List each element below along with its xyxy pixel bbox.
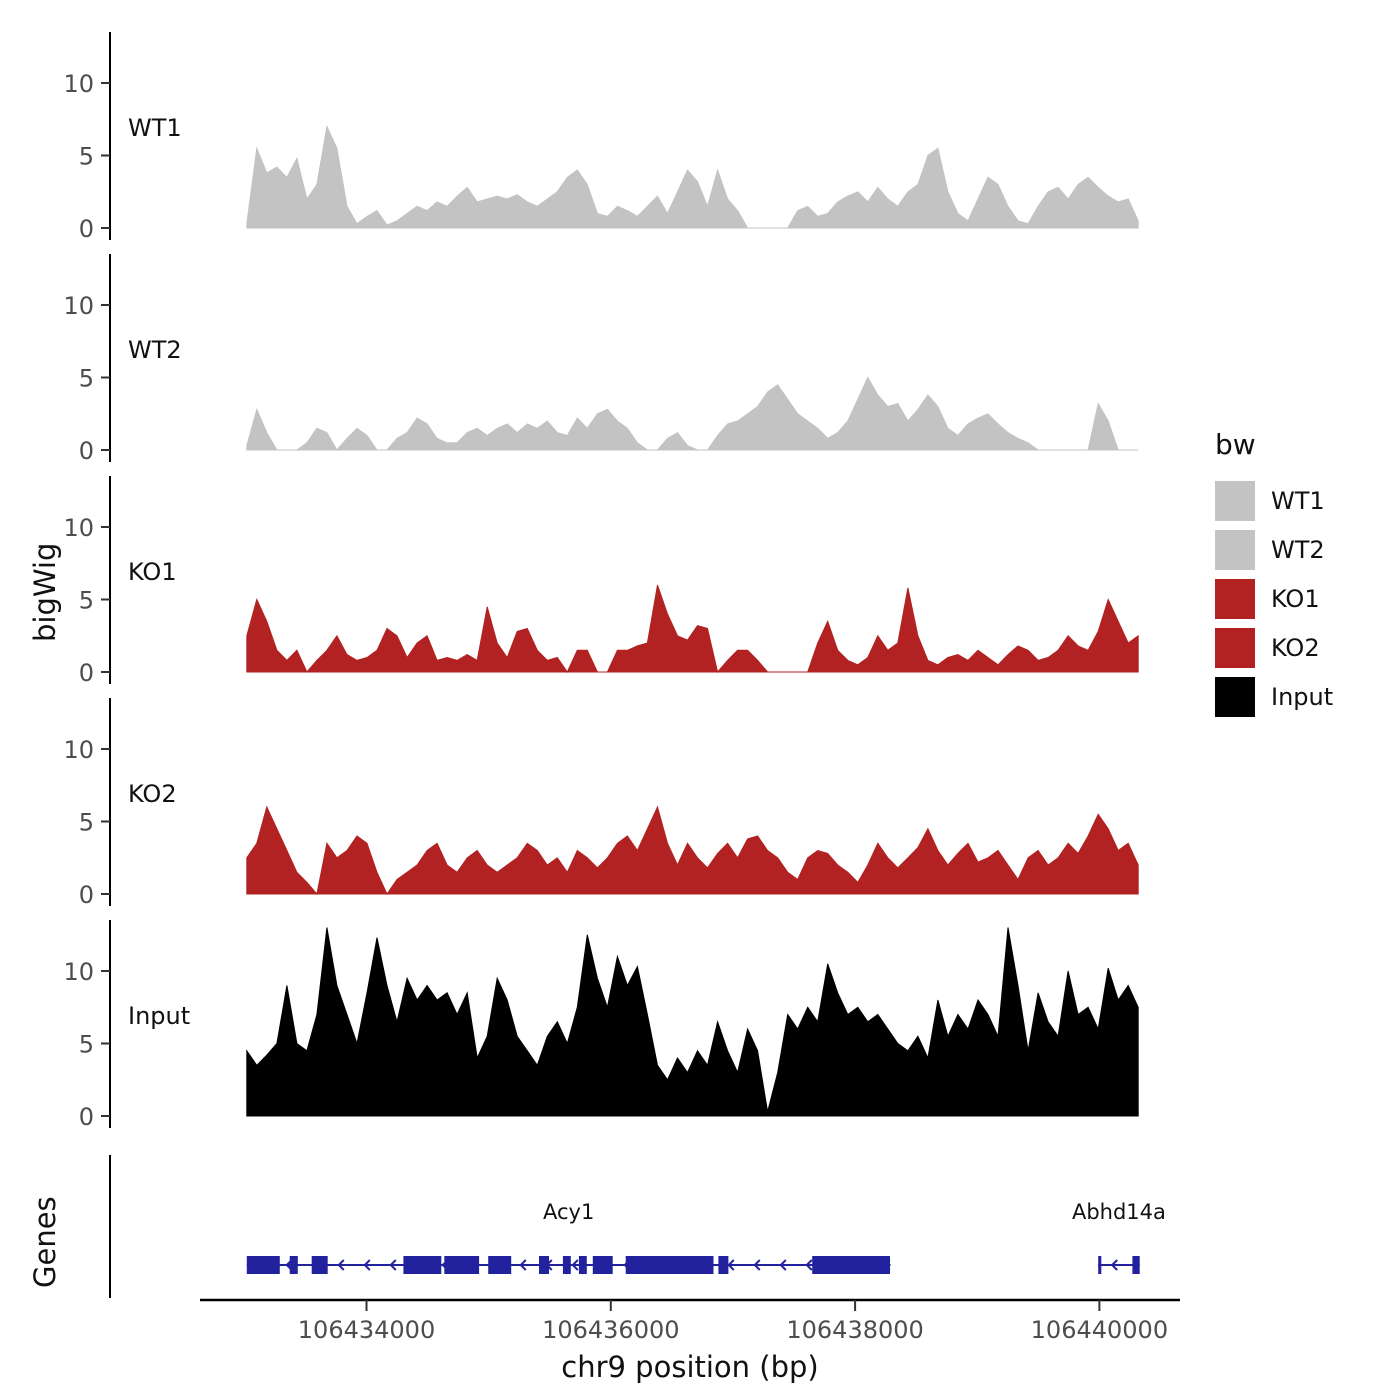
y-tick-label: 10 — [63, 514, 94, 542]
exon-block-Acy1 — [403, 1256, 442, 1274]
y-tick-label: 5 — [79, 809, 94, 837]
track-label-WT2: WT2 — [128, 336, 182, 364]
y-tick-label: 10 — [63, 736, 94, 764]
legend-items: WT1 WT2 KO1 KO2 Input — [1215, 481, 1333, 717]
strand-arrow-icon — [389, 1259, 397, 1271]
strand-arrow-icon — [1110, 1259, 1118, 1271]
exon-block-Acy1 — [444, 1256, 480, 1274]
x-axis-title: chr9 position (bp) — [561, 1350, 819, 1384]
legend-item-Input: Input — [1215, 677, 1333, 717]
y-tick-label: 5 — [79, 1031, 94, 1059]
exon-block-Acy1 — [562, 1256, 571, 1274]
coverage-area-KO1 — [246, 584, 1139, 674]
y-tick-label: 10 — [63, 70, 94, 98]
gene-label-Acy1: Acy1 — [542, 1200, 595, 1224]
legend-label-WT1: WT1 — [1271, 487, 1325, 515]
strand-arrow-icon — [571, 1259, 579, 1271]
strand-arrow-icon — [805, 1259, 813, 1271]
strand-arrow-icon — [519, 1259, 527, 1271]
strand-arrow-icon — [753, 1259, 761, 1271]
y-tick-label: 0 — [79, 881, 94, 909]
x-tick-label: 106434000 — [298, 1316, 435, 1344]
strand-arrow-icon — [727, 1259, 735, 1271]
legend-item-KO2: KO2 — [1215, 628, 1333, 668]
y-tick-label: 5 — [79, 587, 94, 615]
legend-item-KO1: KO1 — [1215, 579, 1333, 619]
exon-block-Acy1 — [539, 1256, 549, 1274]
exon-block-Acy1 — [246, 1256, 280, 1274]
exon-block-Acy1 — [718, 1256, 729, 1274]
legend-swatch-WT2 — [1215, 530, 1255, 570]
exon-block-Acy1 — [289, 1256, 298, 1274]
track-label-KO2: KO2 — [128, 780, 177, 808]
legend-swatch-KO1 — [1215, 579, 1255, 619]
y-axis-title-genes: Genes — [28, 1196, 62, 1288]
exon-block-Acy1 — [578, 1256, 587, 1274]
exon-block-Acy1 — [625, 1256, 714, 1274]
x-tick-label: 106438000 — [786, 1316, 923, 1344]
x-tick-label: 106440000 — [1031, 1316, 1168, 1344]
y-tick-label: 0 — [79, 437, 94, 465]
y-tick-label: 0 — [79, 1103, 94, 1131]
strand-arrow-icon — [337, 1259, 345, 1271]
x-tick-label: 106436000 — [542, 1316, 679, 1344]
exon-block-Acy1 — [812, 1256, 890, 1274]
coverage-area-WT1 — [246, 124, 1139, 229]
coverage-area-WT2 — [246, 376, 1139, 451]
y-tick-label: 10 — [63, 958, 94, 986]
exon-block-Acy1 — [311, 1256, 328, 1274]
exon-block-Abhd14a — [1098, 1256, 1102, 1274]
legend-label-WT2: WT2 — [1271, 536, 1325, 564]
gene-label-Abhd14a: Abhd14a — [1071, 1200, 1166, 1224]
legend-label-Input: Input — [1271, 683, 1334, 711]
y-axis-title-bigwig: bigWig — [28, 542, 62, 642]
track-label-WT1: WT1 — [128, 114, 182, 142]
y-tick-label: 5 — [79, 143, 94, 171]
coverage-area-Input — [246, 927, 1139, 1117]
legend-swatch-KO2 — [1215, 628, 1255, 668]
legend-title: bw — [1215, 428, 1256, 461]
exon-block-Acy1 — [592, 1256, 613, 1274]
y-tick-label: 0 — [79, 215, 94, 243]
track-label-KO1: KO1 — [128, 558, 177, 586]
legend-label-KO2: KO2 — [1271, 634, 1320, 662]
y-tick-label: 10 — [63, 292, 94, 320]
strand-arrow-icon — [779, 1259, 787, 1271]
y-tick-label: 0 — [79, 659, 94, 687]
legend-item-WT1: WT1 — [1215, 481, 1333, 521]
legend-item-WT2: WT2 — [1215, 530, 1333, 570]
exon-block-Abhd14a — [1132, 1256, 1140, 1274]
y-tick-label: 5 — [79, 365, 94, 393]
track-label-Input: Input — [128, 1002, 191, 1030]
legend-swatch-Input — [1215, 677, 1255, 717]
strand-arrow-icon — [363, 1259, 371, 1271]
coverage-area-KO2 — [246, 805, 1139, 896]
legend-label-KO1: KO1 — [1271, 585, 1320, 613]
legend: bw WT1 WT2 KO1 KO2 Input — [1215, 428, 1333, 726]
exon-block-Acy1 — [488, 1256, 512, 1274]
legend-swatch-WT1 — [1215, 481, 1255, 521]
